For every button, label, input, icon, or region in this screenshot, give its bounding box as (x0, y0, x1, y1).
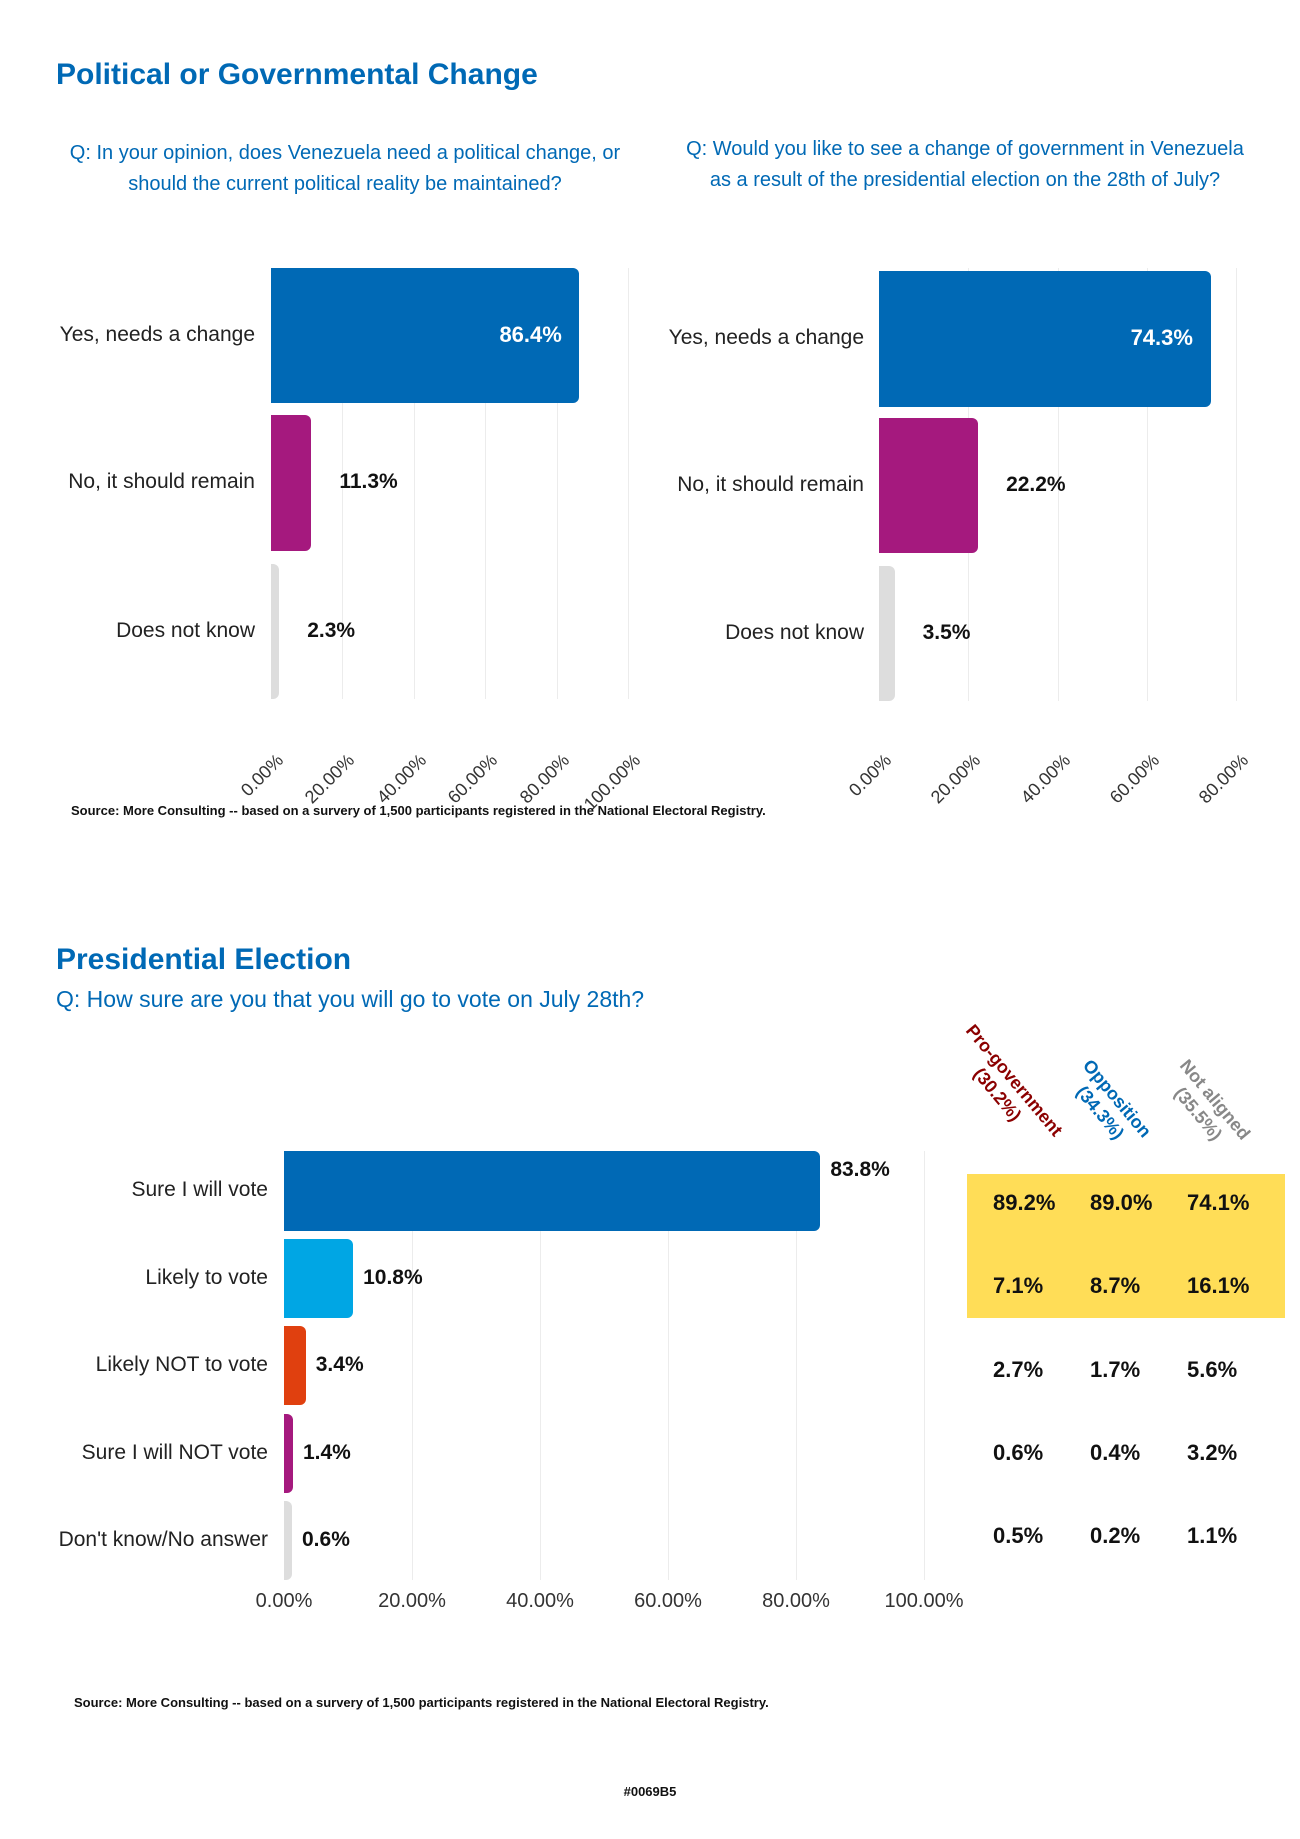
x-tick-label: 60.00% (1105, 750, 1163, 808)
gridline (485, 268, 487, 699)
gridline (413, 268, 415, 699)
gridline (1236, 268, 1237, 701)
table-cell: 74.1% (1187, 1190, 1250, 1215)
x-tick-label: 0.00% (255, 1590, 313, 1612)
gridline (1057, 268, 1059, 701)
gridline (540, 1151, 541, 1580)
data-label: 86.4% (499, 321, 562, 347)
table-cell: 2.7% (993, 1357, 1044, 1382)
data-label: 11.3% (339, 470, 398, 493)
data-label: 10.8% (363, 1265, 423, 1289)
table-cell: 89.0% (1090, 1190, 1153, 1215)
gridline (796, 1151, 797, 1580)
data-label: 3.5% (922, 620, 971, 644)
x-tick-label: 40.00% (506, 1590, 574, 1612)
category-label: No, it should remain (68, 470, 255, 493)
data-label: 0.6% (302, 1527, 350, 1551)
table-cell: 0.5% (993, 1523, 1044, 1548)
data-label: 83.8% (830, 1158, 890, 1181)
gridline (556, 268, 558, 699)
chart2-question: Q: Would you like to see a change of gov… (686, 138, 1244, 191)
gridline (412, 1151, 413, 1580)
x-tick-label: 60.00% (634, 1590, 702, 1612)
x-tick-label: 20.00% (927, 750, 985, 808)
table-cell: 7.1% (993, 1273, 1044, 1298)
table-cell: 0.2% (1090, 1523, 1141, 1548)
bar (271, 415, 312, 551)
category-label: Sure I will NOT vote (81, 1440, 268, 1464)
data-label: 2.3% (307, 618, 356, 642)
x-tick-label: 20.00% (378, 1590, 446, 1612)
category-label: Does not know (116, 618, 255, 642)
category-label: Yes, needs a change (59, 322, 255, 346)
column-header: Opposition (34.3%) (1061, 1055, 1156, 1156)
table-cell: 1.7% (1090, 1357, 1141, 1382)
data-label: 74.3% (1130, 325, 1193, 350)
section2-question: Q: How sure are you that you will go to … (56, 986, 645, 1012)
section2-title: Presidential Election (56, 943, 352, 976)
x-tick-label: 100.00% (884, 1590, 964, 1612)
category-label: Sure I will vote (131, 1178, 268, 1201)
highlight-box (967, 1174, 1285, 1318)
table-cell: 0.4% (1090, 1440, 1141, 1465)
category-label: Does not know (725, 620, 864, 644)
bar (284, 1151, 821, 1231)
x-tick-label: 0.00% (844, 750, 896, 801)
table-cell: 0.6% (993, 1440, 1044, 1465)
x-tick-label: 80.00% (1194, 750, 1253, 808)
table-cell: 8.7% (1090, 1273, 1141, 1298)
gridline (1146, 268, 1148, 701)
bar (271, 564, 280, 699)
section2-source: Source: More Consulting -- based on a su… (74, 1695, 769, 1710)
x-tick-label: 40.00% (1016, 750, 1074, 808)
column-header: Pro-government (30.2%) (944, 1020, 1067, 1155)
x-tick-label: 80.00% (762, 1590, 830, 1612)
table-cell: 5.6% (1187, 1357, 1238, 1382)
bar (271, 268, 580, 403)
section1-source: Source: More Consulting -- based on a su… (71, 803, 766, 818)
section1-title: Political or Governmental Change (56, 58, 538, 91)
category-label: Likely to vote (145, 1265, 268, 1289)
table-cell: 1.1% (1187, 1523, 1238, 1548)
data-label: 3.4% (315, 1352, 364, 1376)
bar (879, 566, 895, 701)
bar (879, 418, 979, 553)
chart1-question: Q: In your opinion, does Venezuela need … (69, 142, 621, 195)
table-cell: 16.1% (1187, 1273, 1250, 1298)
data-label: 22.2% (1006, 472, 1066, 496)
bar (284, 1501, 292, 1580)
data-label: 1.4% (302, 1440, 351, 1464)
category-label: Don't know/No answer (58, 1527, 268, 1551)
bar (284, 1239, 354, 1318)
footer-code: #0069B5 (623, 1784, 677, 1799)
category-label: Yes, needs a change (668, 326, 864, 349)
gridline (668, 1151, 669, 1580)
gridline (628, 268, 629, 699)
table-cell: 89.2% (993, 1190, 1056, 1215)
bar (284, 1326, 306, 1405)
category-label: Likely NOT to vote (95, 1352, 268, 1376)
bar (879, 271, 1211, 407)
table-cell: 3.2% (1187, 1440, 1238, 1465)
bar (284, 1414, 293, 1493)
category-label: No, it should remain (677, 472, 864, 496)
column-header: Not aligned (35.5%) (1158, 1055, 1255, 1158)
gridline (924, 1151, 925, 1580)
gridline (342, 268, 344, 699)
